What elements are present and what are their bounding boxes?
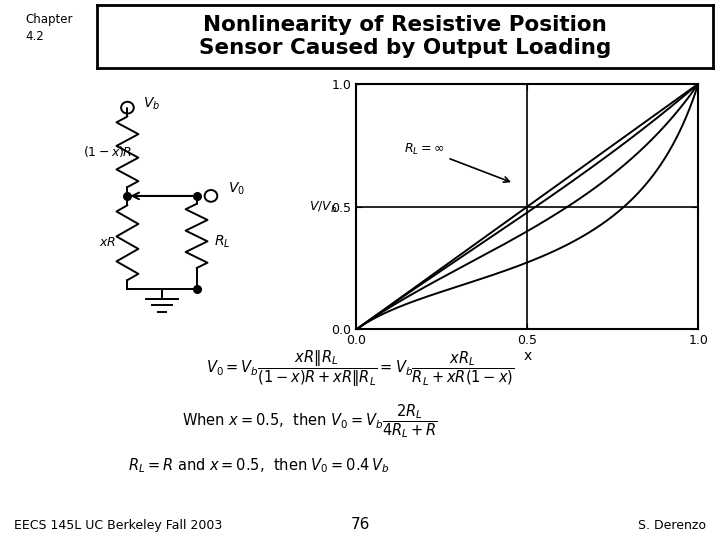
Text: When $x = 0.5$,  then $V_0 = V_b\dfrac{2R_L}{4R_L + R}$: When $x = 0.5$, then $V_0 = V_b\dfrac{2R… (181, 402, 438, 440)
Text: Nonlinearity of Resistive Position
Sensor Caused by Output Loading: Nonlinearity of Resistive Position Senso… (199, 15, 611, 58)
Text: $V_0$: $V_0$ (228, 181, 246, 198)
Text: $(1-x)R$: $(1-x)R$ (83, 144, 132, 159)
Text: S. Derenzo: S. Derenzo (638, 519, 706, 532)
Text: EECS 145L UC Berkeley Fall 2003: EECS 145L UC Berkeley Fall 2003 (14, 519, 222, 532)
Text: 76: 76 (351, 517, 369, 532)
Text: $V/V_b$: $V/V_b$ (308, 200, 337, 215)
Text: $V_0 = V_b\dfrac{xR\|R_L}{(1-x)R + xR\|R_L} = V_b\dfrac{xR_L}{R_L + xR(1-x)}$: $V_0 = V_b\dfrac{xR\|R_L}{(1-x)R + xR\|R… (206, 348, 514, 389)
Text: $R_L = \infty$: $R_L = \infty$ (405, 141, 509, 182)
X-axis label: x: x (523, 349, 531, 363)
Text: Chapter
4.2: Chapter 4.2 (25, 14, 73, 43)
Text: $R_L$: $R_L$ (214, 233, 230, 249)
Text: $R_L = R$ and $x = 0.5$,  then $V_0 = 0.4\,V_b$: $R_L = R$ and $x = 0.5$, then $V_0 = 0.4… (128, 456, 390, 475)
Text: $xR$: $xR$ (99, 236, 116, 249)
Text: $V_b$: $V_b$ (143, 96, 161, 112)
